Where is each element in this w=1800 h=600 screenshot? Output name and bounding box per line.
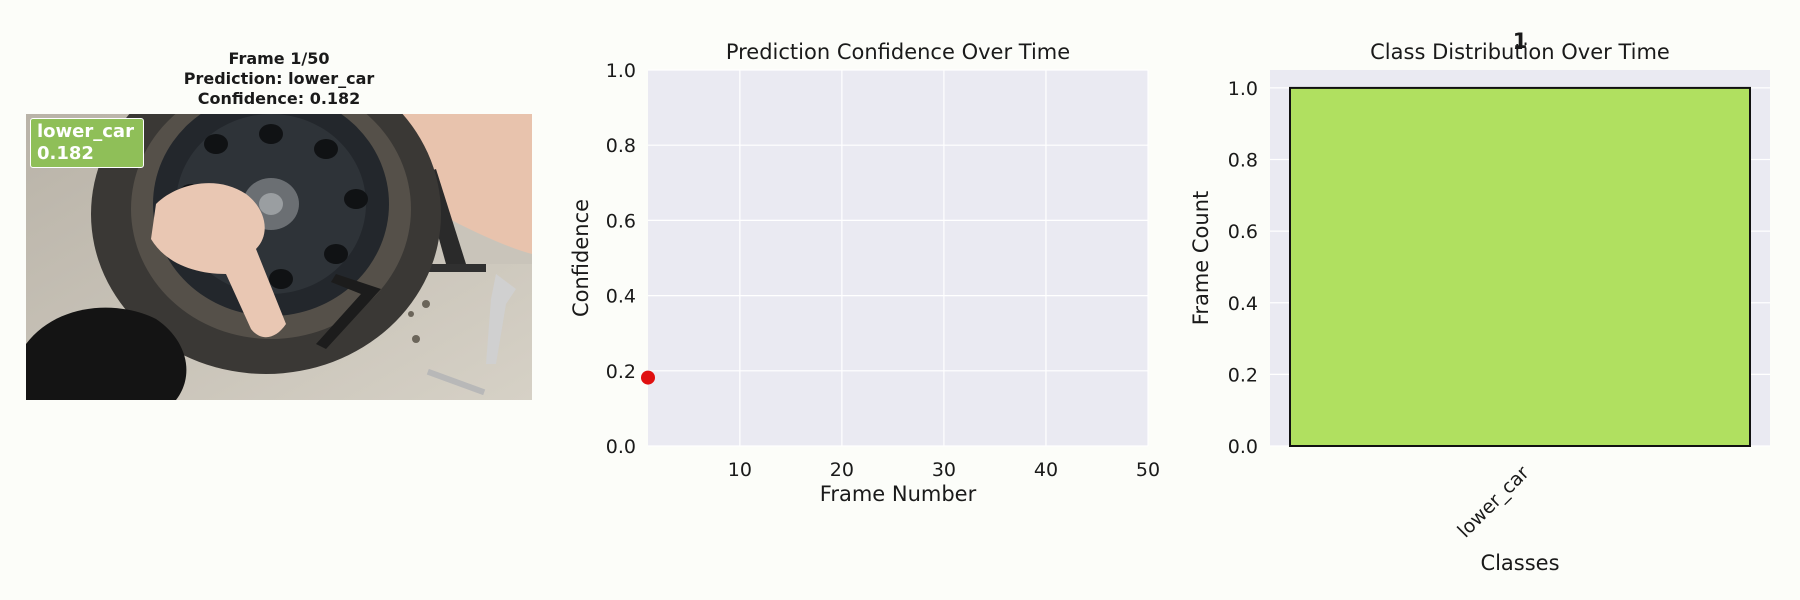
confidence-x-tick-label: 10: [728, 459, 752, 481]
confidence-points: [641, 370, 655, 385]
confidence-point: [641, 370, 655, 385]
tire-change-photo: [26, 114, 532, 400]
confidence-plot-area: [648, 70, 1148, 446]
class-distribution-y-tick-label: 0.6: [1228, 221, 1258, 243]
class-distribution-bar-value-label: 1: [1513, 30, 1528, 53]
class-distribution-y-axis-label: Frame Count: [1189, 191, 1213, 325]
confidence-x-axis-label: Frame Number: [820, 482, 977, 506]
confidence-y-tick-label: 0.6: [606, 210, 636, 232]
confidence-x-tick-label: 20: [830, 459, 854, 481]
confidence-x-tick-label: 40: [1034, 459, 1058, 481]
class-distribution-y-tick-label: 0.2: [1228, 364, 1258, 386]
class-distribution-x-axis-label: Classes: [1480, 551, 1559, 575]
confidence-y-tick-label: 0.0: [606, 436, 636, 458]
confidence-x-ticks: 10 20 30 40 50: [728, 459, 1160, 481]
video-frame: lower_car 0.182: [26, 114, 532, 400]
confidence-y-tick-label: 0.4: [606, 286, 636, 308]
class-distribution-y-tick-label: 1.0: [1228, 78, 1258, 100]
class-distribution-y-tick-label: 0.8: [1228, 150, 1258, 172]
frame-counter: Frame 1/50: [228, 49, 330, 68]
confidence-x-tick-label: 30: [932, 459, 956, 481]
confidence-y-tick-label: 0.2: [606, 361, 636, 383]
class-distribution-bar: [1289, 86, 1751, 448]
confidence-y-ticks: 0.0 0.2 0.4 0.6 0.8 1.0: [606, 60, 636, 458]
class-distribution-y-ticks: 0.0 0.2 0.4 0.6 0.8 1.0: [1228, 78, 1258, 458]
confidence-grid: [648, 69, 1149, 447]
confidence-y-tick-label: 1.0: [606, 60, 636, 82]
frame-prediction-title: Prediction: lower_car: [183, 69, 375, 88]
frame-confidence-title: Confidence: 0.182: [197, 89, 361, 108]
confidence-x-tick-label: 50: [1136, 459, 1160, 481]
class-distribution-x-tick-label: lower_car: [1453, 462, 1533, 542]
prediction-badge: lower_car 0.182: [30, 118, 144, 168]
class-distribution-title: Class Distribution Over Time: [1370, 40, 1670, 64]
confidence-y-tick-label: 0.8: [606, 135, 636, 157]
confidence-chart: Prediction Confidence Over Time 0.00.20.…: [569, 40, 1160, 506]
class-distribution-bars: 1: [1289, 30, 1751, 448]
badge-class-label: lower_car: [37, 121, 134, 142]
class-distribution-y-tick-label: 0.0: [1228, 436, 1258, 458]
confidence-y-axis-label: Confidence: [569, 199, 593, 317]
badge-confidence-value: 0.182: [37, 143, 94, 164]
class-distribution-x-ticks: lower_car: [1453, 462, 1533, 542]
class-distribution-y-tick-label: 0.4: [1228, 293, 1258, 315]
class-distribution-chart: Class Distribution Over Time 0.00.20.40.…: [1189, 30, 1770, 575]
confidence-chart-title: Prediction Confidence Over Time: [726, 40, 1070, 64]
